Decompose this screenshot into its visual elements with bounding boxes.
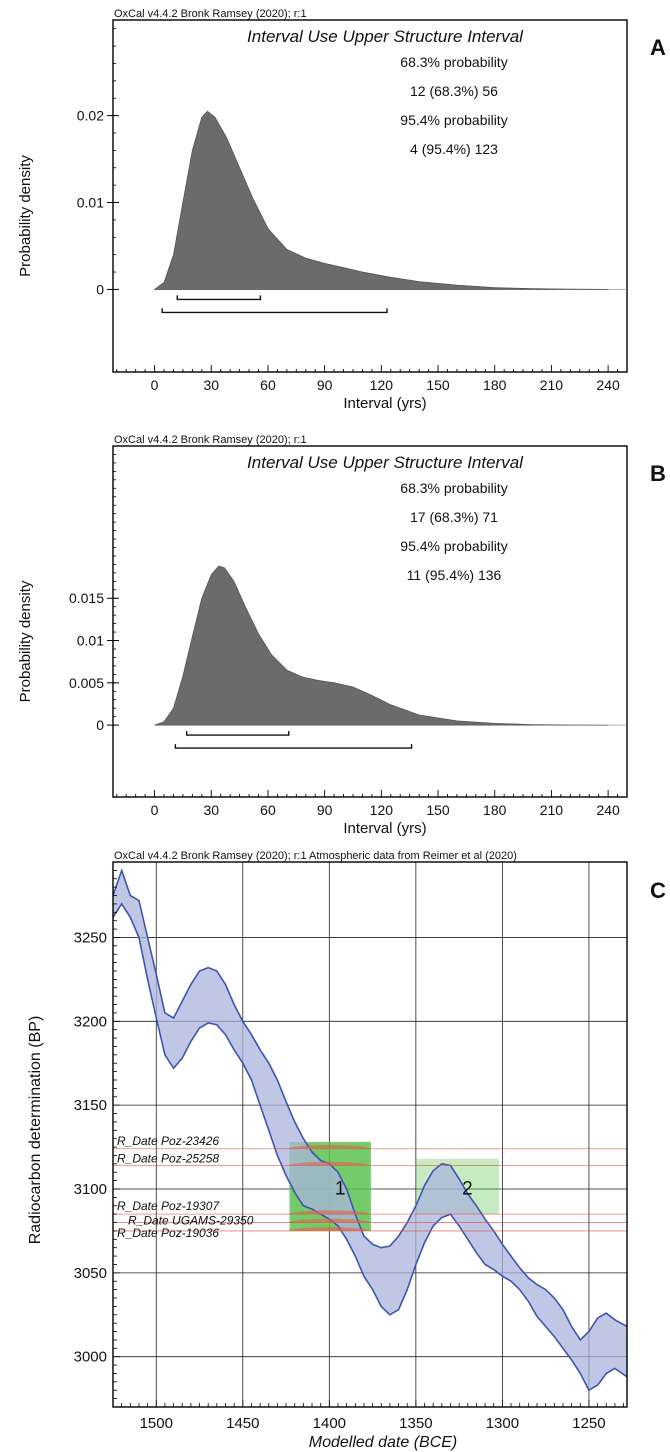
y-tick-label: 0.005	[69, 675, 104, 691]
density-area	[154, 565, 609, 726]
probability-stat: 95.4% probability	[400, 112, 507, 128]
calibration-upper-line	[112, 867, 628, 1342]
panel-label: B	[650, 461, 666, 486]
x-tick-label: 30	[203, 377, 219, 393]
plot-frame	[112, 861, 628, 1408]
panel-header: OxCal v4.4.2 Bronk Ramsey (2020); r:1	[114, 8, 307, 20]
date-label: R_Date UGAMS-29350	[128, 1214, 254, 1228]
panel-header: OxCal v4.4.2 Bronk Ramsey (2020); r:1 At…	[114, 850, 517, 862]
date-label: R_Date Poz-25258	[117, 1152, 219, 1166]
x-tick-label: 90	[317, 802, 333, 818]
x-tick-label: 1250	[572, 1415, 605, 1432]
y-tick-label: 0	[96, 717, 104, 733]
y-tick-label: 0	[96, 281, 104, 297]
range-bracket-68	[185, 731, 290, 736]
y-tick-label: 0.02	[77, 108, 104, 124]
x-tick-label: 180	[483, 802, 507, 818]
x-tick-label: 210	[540, 377, 564, 393]
x-tick-label: 180	[483, 377, 507, 393]
probability-stat: 12 (68.3%) 56	[410, 83, 498, 99]
x-tick-label: 60	[260, 802, 276, 818]
x-axis-label: Interval (yrs)	[343, 395, 426, 412]
probability-stat: 95.4% probability	[400, 538, 507, 554]
y-tick-label: 0.015	[69, 590, 104, 606]
plot-frame	[112, 19, 628, 373]
probability-stat: 4 (95.4%) 123	[410, 141, 498, 157]
range-bracket-95	[174, 744, 413, 749]
probability-stat: 17 (68.3%) 71	[410, 509, 498, 525]
y-axis-label: Probability density	[17, 155, 34, 277]
x-axis-label: Modelled date (BCE)	[309, 1434, 458, 1451]
date-likelihood-hump	[287, 1218, 371, 1223]
panel-label: A	[650, 35, 666, 60]
x-tick-label: 150	[426, 802, 450, 818]
y-tick-label: 3050	[74, 1265, 107, 1282]
x-tick-label: 90	[317, 377, 333, 393]
x-tick-label: 1400	[313, 1415, 346, 1432]
date-likelihood-hump	[287, 1227, 371, 1231]
probability-stat: 11 (95.4%) 136	[407, 567, 502, 583]
x-tick-label: 240	[596, 802, 620, 818]
panel-title: Interval Use Upper Structure Interval	[247, 27, 524, 46]
panel-label: C	[650, 878, 666, 903]
x-tick-label: 1350	[399, 1415, 432, 1432]
date-label: R_Date Poz-19307	[117, 1199, 220, 1213]
date-likelihood-hump	[287, 1161, 371, 1166]
density-area	[153, 110, 609, 290]
probability-stat: 68.3% probability	[400, 480, 507, 496]
date-likelihood-hump	[287, 1145, 371, 1149]
x-tick-label: 1500	[140, 1415, 173, 1432]
probability-stat: 68.3% probability	[400, 54, 507, 70]
x-tick-label: 0	[151, 377, 159, 393]
y-tick-label: 3200	[74, 1013, 107, 1030]
x-tick-label: 1300	[486, 1415, 519, 1432]
phase-label: 2	[462, 1178, 473, 1199]
range-bracket-68	[176, 295, 262, 301]
x-tick-label: 240	[596, 377, 620, 393]
y-tick-label: 3150	[74, 1097, 107, 1114]
x-tick-label: 210	[540, 802, 564, 818]
date-label: R_Date Poz-19036	[117, 1226, 219, 1240]
x-tick-label: 120	[370, 377, 394, 393]
panel-header: OxCal v4.4.2 Bronk Ramsey (2020); r:1	[114, 434, 307, 446]
y-tick-label: 3100	[74, 1181, 107, 1198]
range-bracket-95	[161, 308, 388, 314]
x-axis-label: Interval (yrs)	[343, 820, 426, 837]
calibration-band	[113, 870, 627, 1391]
x-tick-label: 1450	[226, 1415, 259, 1432]
date-likelihood-hump	[287, 1210, 371, 1215]
y-axis-label: Radiocarbon determination (BP)	[27, 1016, 44, 1245]
x-tick-label: 60	[260, 377, 276, 393]
y-tick-label: 3250	[74, 929, 107, 946]
y-axis-label: Probability density	[17, 580, 34, 702]
x-tick-label: 0	[151, 802, 159, 818]
plot-frame	[112, 445, 628, 798]
calibration-lower-line	[112, 902, 628, 1392]
y-tick-label: 0.01	[77, 633, 104, 649]
x-tick-label: 30	[203, 802, 219, 818]
panel-a: OxCal v4.4.2 Bronk Ramsey (2020); r:1 Int…	[17, 8, 666, 412]
y-tick-label: 0.01	[77, 195, 104, 211]
x-tick-label: 120	[370, 802, 394, 818]
panel-b: OxCal v4.4.2 Bronk Ramsey (2020); r:1 Int…	[17, 434, 666, 837]
y-tick-label: 3000	[74, 1349, 107, 1366]
panel-c: OxCal v4.4.2 Bronk Ramsey (2020); r:1 At…	[27, 850, 666, 1451]
panel-title: Interval Use Upper Structure Interval	[247, 453, 524, 472]
date-label: R_Date Poz-23426	[117, 1134, 219, 1148]
x-tick-label: 150	[426, 377, 450, 393]
phase-label: 1	[335, 1178, 346, 1199]
